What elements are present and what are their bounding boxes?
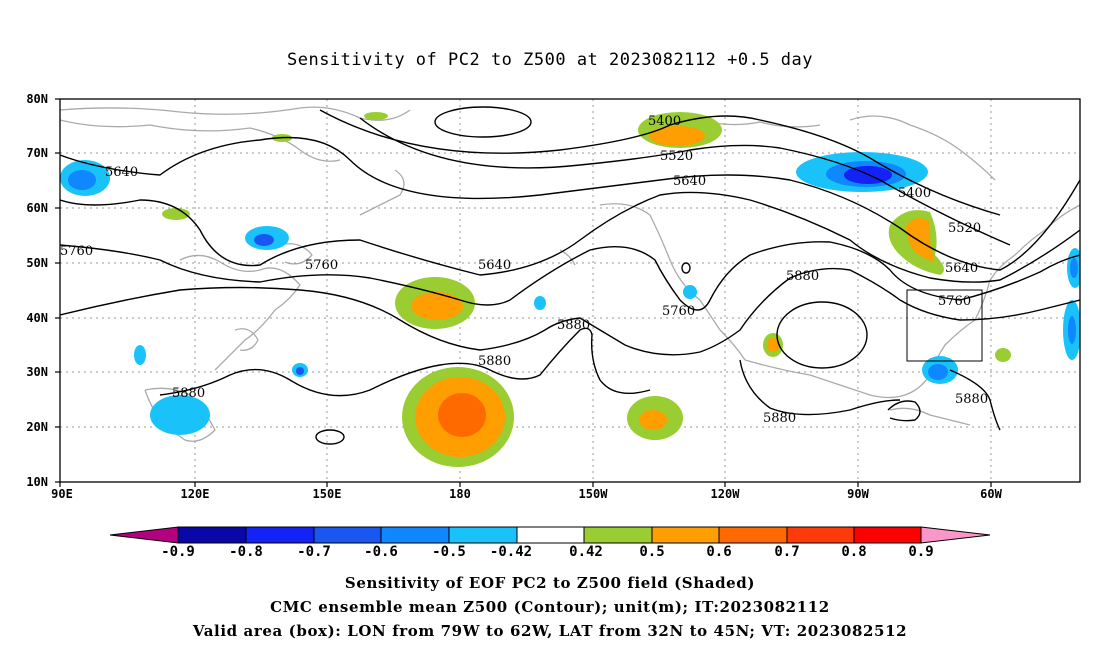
caption-line-2: CMC ensemble mean Z500 (Contour); unit(m… [270,598,830,616]
contour-label: 5640 [105,165,138,180]
plot-frame [59,98,1081,483]
contour-label: 5880 [557,318,590,333]
contour-label: 5400 [898,186,931,201]
lat-label: 20N [26,420,48,434]
colorbar-label: -0.42 [489,544,533,560]
coastlines [60,106,1080,442]
caption-line-3: Valid area (box): LON from 79W to 62W, L… [192,622,908,640]
contour-label: 5760 [662,304,695,319]
lat-label: 10N [26,475,48,489]
lon-label: 90W [847,487,869,501]
colorbar-label: 0.7 [774,544,800,560]
contour-label: 5640 [673,174,706,189]
lon-label: 90E [51,487,73,501]
lon-label: 60W [980,487,1002,501]
contour-label: 5880 [763,411,796,426]
colorbar-label: 0.6 [706,544,732,560]
caption-line-1: Sensitivity of EOF PC2 to Z500 field (Sh… [344,574,756,592]
lat-label: 30N [26,365,48,379]
colorbar-label: -0.9 [161,544,195,560]
colorbar [109,526,991,544]
contour-label: 5760 [60,244,93,259]
contour-label: 5640 [945,261,978,276]
colorbar-label: -0.7 [297,544,331,560]
valid-area-box [906,289,983,362]
contour-label: 5760 [938,294,971,309]
lon-label: 150W [578,487,608,501]
contour-label: 5880 [172,386,205,401]
colorbar-low-arrow [109,526,179,544]
axis-ticks [55,98,992,487]
contour-label: 5880 [478,354,511,369]
lon-label: 120W [710,487,740,501]
contour-label: 5520 [948,221,981,236]
shaded-regions [60,112,1080,467]
colorbar-label: 0.5 [639,544,665,560]
contour-label: 5400 [648,114,681,129]
colorbar-label: 0.9 [908,544,934,560]
colorbar-label: -0.8 [229,544,263,560]
lon-label: 120E [180,487,210,501]
lat-label: 40N [26,311,48,325]
contour-label: 5520 [660,149,693,164]
contour-label: 5880 [955,392,988,407]
lat-label: 50N [26,256,48,270]
colorbar-label: -0.6 [364,544,398,560]
contour-label-group: 5400 5520 5640 5760 5880 5400 5520 5640 … [60,114,988,426]
lat-label: 80N [26,92,48,106]
colorbar-label: -0.5 [432,544,466,560]
contour-label: 5640 [478,258,511,273]
colorbar-label: 0.8 [841,544,867,560]
lon-label: 180 [449,487,471,501]
contours [60,106,1080,445]
contour-label: 5760 [305,258,338,273]
colorbar-high-arrow [920,526,991,544]
lon-label: 150E [312,487,342,501]
chart-title: Sensitivity of PC2 to Z500 at 2023082112… [286,50,813,70]
lat-label: 60N [26,201,48,215]
contour-label: 5880 [786,269,819,284]
lat-label: 70N [26,146,48,160]
colorbar-label: 0.42 [569,544,603,560]
